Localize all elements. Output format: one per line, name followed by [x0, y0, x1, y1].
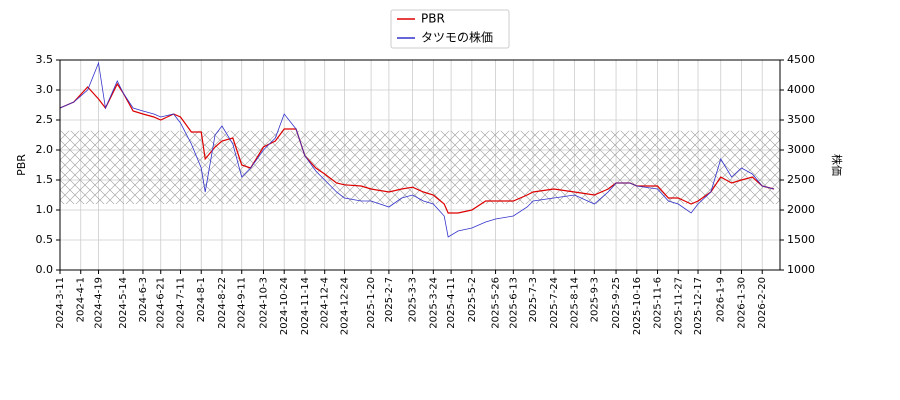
series-line [59, 82, 775, 214]
y-tick-label: 3.5 [36, 53, 54, 66]
reference-band [60, 130, 780, 204]
y-tick-label: 0.0 [36, 263, 54, 276]
x-tick-label: 2025-5-26 [491, 277, 502, 329]
x-tick-label: 2025-2-7 [384, 277, 395, 322]
y-tick-label: 2.0 [36, 143, 54, 156]
x-tick-label: 2024-7-11 [175, 277, 186, 329]
x-tick-label: 2025-7-24 [549, 277, 560, 329]
x-tick-label: 2024-9-11 [237, 277, 248, 329]
y2-tick-label: 3500 [787, 113, 815, 126]
y-axis-label: PBR [15, 154, 28, 176]
x-tick-label: 2024-12-24 [339, 277, 350, 335]
x-tick-label: 2024-10-3 [258, 277, 269, 329]
series-line [59, 61, 775, 238]
x-tick-label: 2025-6-13 [508, 277, 519, 329]
x-tick-label: 2025-12-17 [693, 277, 704, 335]
x-tick-label: 2025-5-2 [467, 277, 478, 322]
y2-tick-label: 1000 [787, 263, 815, 276]
x-tick-label: 2024-10-24 [279, 277, 290, 335]
x-tick-label: 2025-4-11 [446, 277, 457, 329]
x-tick-label: 2025-7-3 [528, 277, 539, 322]
x-tick-label: 2025-11-6 [653, 277, 664, 329]
x-tick-label: 2024-5-14 [118, 277, 129, 329]
y-tick-label: 1.5 [36, 173, 54, 186]
x-tick-label: 2025-10-16 [632, 277, 643, 335]
x-tick-label: 2025-9-25 [611, 277, 622, 329]
x-tick-label: 2025-8-14 [570, 277, 581, 329]
x-tick-label: 2025-3-24 [428, 277, 439, 329]
y2-tick-label: 4500 [787, 53, 815, 66]
y-tick-label: 3.0 [36, 83, 54, 96]
legend-label: PBR [421, 12, 445, 26]
y2-tick-label: 2500 [787, 173, 815, 186]
y-tick-label: 2.5 [36, 113, 54, 126]
y2-axis-label: 株価 [830, 154, 844, 176]
x-tick-label: 2026-1-9 [716, 277, 727, 322]
y2-tick-label: 1500 [787, 233, 815, 246]
y2-tick-label: 2000 [787, 203, 815, 216]
legend-box [390, 9, 510, 49]
x-tick-label: 2024-8-1 [196, 277, 207, 322]
y2-tick-label: 4000 [787, 83, 815, 96]
plot-frame [59, 59, 781, 271]
x-tick-label: 2024-8-22 [217, 277, 228, 329]
x-tick-label: 2025-1-20 [366, 277, 377, 329]
x-tick-label: 2024-4-1 [76, 277, 87, 322]
axes: 0.0 0.5 1.0 1.5 2.0 2.5 3.0 3.5 1000 1500 2000 2500… [36, 53, 816, 335]
y-tick-label: 1.0 [36, 203, 54, 216]
x-tick-label: 2024-6-21 [156, 277, 167, 329]
legend: PBR タツモの株価 [390, 9, 510, 49]
x-tick-label: 2025-11-27 [673, 277, 684, 335]
y-tick-label: 0.5 [36, 233, 54, 246]
x-tick-label: 2024-6-3 [138, 277, 149, 322]
x-tick-label: 2024-3-11 [55, 277, 66, 329]
x-tick-label: 2025-9-3 [589, 277, 600, 322]
x-tick-label: 2026-2-20 [757, 277, 768, 329]
plot [59, 61, 780, 238]
x-tick-label: 2025-3-3 [408, 277, 419, 322]
legend-label: タツモの株価 [421, 30, 493, 45]
x-tick-label: 2024-4-19 [94, 277, 105, 329]
y2-tick-label: 3000 [787, 143, 815, 156]
x-tick-label: 2026-1-30 [736, 277, 747, 329]
x-tick-label: 2024-11-14 [300, 277, 311, 335]
x-tick-label: 2024-12-4 [320, 277, 331, 329]
